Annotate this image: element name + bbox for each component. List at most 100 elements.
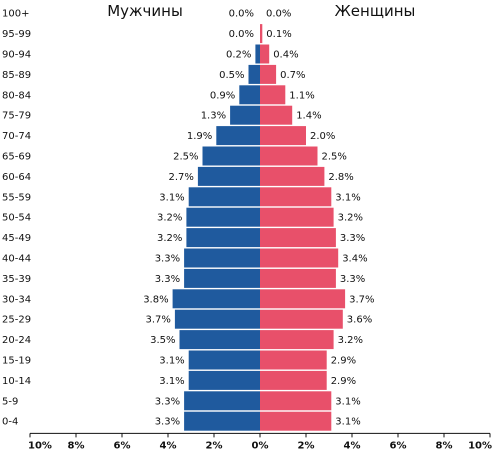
age-label: 60-64	[2, 172, 31, 183]
x-tick-label: 2%	[298, 440, 315, 450]
female-panel-title: Женщины	[335, 2, 416, 20]
age-label: 70-74	[2, 131, 31, 142]
age-label: 45-49	[2, 233, 31, 244]
x-tick-label: 10%	[468, 440, 492, 450]
female-value-label: 2.9%	[331, 376, 356, 387]
female-value-label: 2.0%	[310, 131, 335, 142]
male-value-label: 0.0%	[229, 9, 254, 20]
female-value-label: 2.5%	[322, 152, 347, 163]
female-bar-95-99	[260, 24, 263, 44]
male-bar-5-9	[184, 391, 260, 411]
female-bar-60-64	[260, 166, 325, 186]
male-value-label: 3.3%	[155, 254, 180, 265]
bars-group	[172, 24, 346, 431]
male-bar-60-64	[197, 166, 260, 186]
female-value-label: 3.4%	[342, 254, 367, 265]
female-bar-35-39	[260, 268, 336, 288]
female-bar-55-59	[260, 187, 332, 207]
x-tick-label: 4%	[160, 440, 177, 450]
age-label: 80-84	[2, 90, 31, 101]
female-bar-90-94	[260, 44, 270, 64]
male-bar-55-59	[188, 187, 260, 207]
age-label: 40-44	[2, 254, 31, 265]
male-value-label: 3.1%	[159, 376, 184, 387]
age-label: 30-34	[2, 294, 31, 305]
male-bar-65-69	[202, 146, 260, 166]
male-value-label: 3.7%	[145, 315, 170, 326]
female-value-label: 1.4%	[296, 111, 321, 122]
female-bar-5-9	[260, 391, 332, 411]
female-bar-20-24	[260, 330, 334, 350]
x-axis: 10% 8% 6% 4% 2% 0% 2% 4% 6% 8% 10%	[28, 432, 492, 450]
female-bar-40-44	[260, 248, 339, 268]
female-value-label: 0.0%	[266, 9, 291, 20]
age-label: 85-89	[2, 70, 31, 81]
age-label: 65-69	[2, 152, 31, 163]
female-bar-80-84	[260, 85, 286, 105]
age-label: 25-29	[2, 315, 31, 326]
female-bar-25-29	[260, 309, 343, 329]
x-tick-label: 6%	[114, 440, 131, 450]
female-bar-85-89	[260, 64, 277, 84]
female-value-label: 3.2%	[338, 335, 363, 346]
female-value-label: 3.1%	[335, 417, 360, 428]
male-value-label: 1.9%	[187, 131, 212, 142]
female-bar-75-79	[260, 105, 293, 125]
x-tick-label: 0%	[252, 440, 269, 450]
female-value-label: 3.7%	[349, 294, 374, 305]
female-value-label: 0.4%	[273, 50, 298, 61]
male-value-label: 3.3%	[155, 396, 180, 407]
age-label: 50-54	[2, 213, 31, 224]
x-tick-label: 6%	[390, 440, 407, 450]
male-value-label: 3.1%	[159, 356, 184, 367]
male-value-label: 3.3%	[155, 274, 180, 285]
male-bar-90-94	[255, 44, 260, 64]
age-label: 35-39	[2, 274, 31, 285]
x-tick-label: 8%	[68, 440, 85, 450]
male-bar-75-79	[230, 105, 260, 125]
female-value-label: 2.9%	[331, 356, 356, 367]
age-label: 75-79	[2, 111, 31, 122]
age-label: 90-94	[2, 50, 31, 61]
male-value-label: 0.2%	[226, 50, 251, 61]
male-value-label: 3.1%	[159, 192, 184, 203]
female-value-label: 0.1%	[266, 29, 291, 40]
male-value-label: 2.7%	[168, 172, 193, 183]
male-bar-40-44	[184, 248, 260, 268]
age-label: 15-19	[2, 356, 31, 367]
male-bar-0-4	[184, 411, 260, 431]
female-bar-50-54	[260, 207, 334, 227]
age-label: 55-59	[2, 192, 31, 203]
male-value-label: 3.5%	[150, 335, 175, 346]
male-value-label: 3.2%	[157, 233, 182, 244]
age-label: 0-4	[2, 417, 18, 428]
male-value-label: 1.3%	[201, 111, 226, 122]
male-bar-25-29	[174, 309, 260, 329]
x-tick-label: 4%	[344, 440, 361, 450]
female-value-label: 1.1%	[289, 90, 314, 101]
female-bar-0-4	[260, 411, 332, 431]
female-value-label: 3.3%	[340, 233, 365, 244]
female-value-label: 0.7%	[280, 70, 305, 81]
male-bar-10-14	[188, 370, 260, 390]
female-value-label: 3.2%	[338, 213, 363, 224]
male-panel-title: Мужчины	[107, 2, 183, 20]
male-bar-45-49	[186, 228, 260, 248]
male-value-label: 0.0%	[229, 29, 254, 40]
age-label: 10-14	[2, 376, 31, 387]
x-tick-label: 8%	[436, 440, 453, 450]
age-label: 100+	[2, 9, 29, 20]
male-value-label: 3.3%	[155, 417, 180, 428]
value-labels-group: 3.3% 3.1% 3.3% 3.1% 3.1% 2.9% 3.1% 2.9% 3.5% 3.2%…	[143, 9, 374, 428]
age-labels-group: 0-4 5-9 10-14 15-19 20-24 25-29 30-34 35-39 40-4…	[2, 9, 31, 428]
female-bar-10-14	[260, 370, 327, 390]
x-tick-label: 10%	[28, 440, 52, 450]
male-value-label: 3.2%	[157, 213, 182, 224]
male-bar-20-24	[179, 330, 260, 350]
female-value-label: 3.1%	[335, 192, 360, 203]
female-value-label: 2.8%	[328, 172, 353, 183]
male-bar-35-39	[184, 268, 260, 288]
female-value-label: 3.3%	[340, 274, 365, 285]
female-bar-30-34	[260, 289, 346, 309]
